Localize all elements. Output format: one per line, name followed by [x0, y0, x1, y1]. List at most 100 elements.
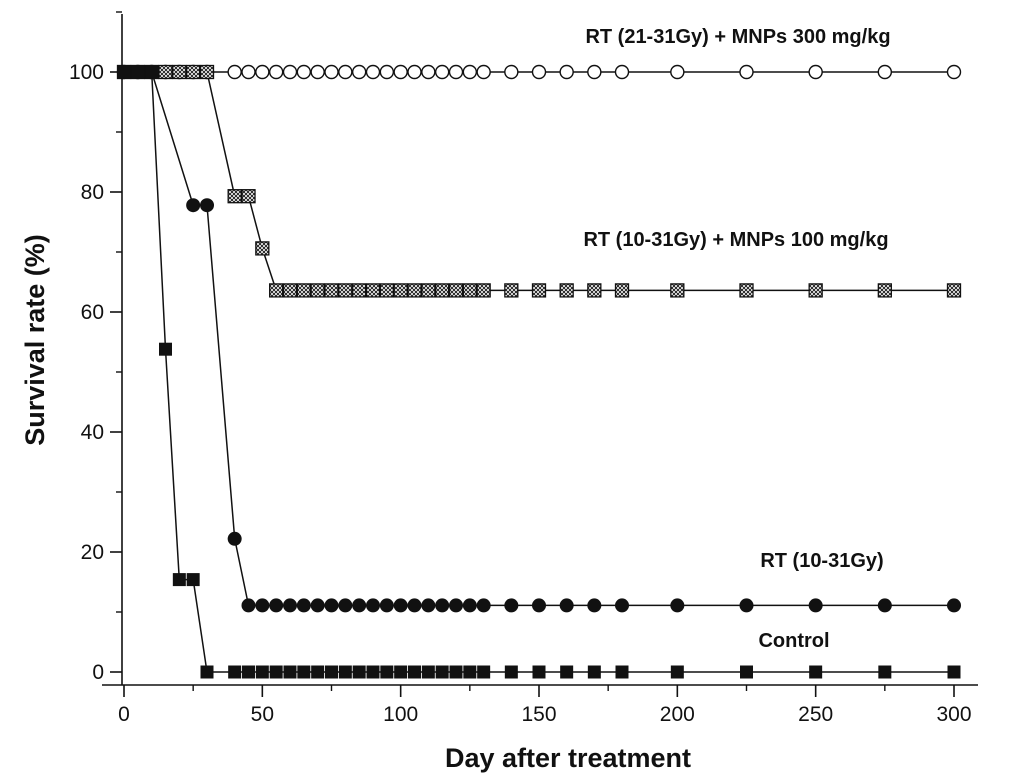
hatched-square-marker — [504, 283, 519, 298]
filled-circle-marker — [947, 598, 961, 613]
filled-square-marker — [145, 65, 159, 79]
filled-square-marker — [200, 665, 214, 679]
filled-square-marker — [408, 665, 421, 679]
filled-circle-marker — [393, 598, 408, 613]
filled-square-marker — [352, 665, 366, 679]
filled-circle-marker — [532, 598, 546, 613]
hatched-square-marker — [448, 283, 464, 298]
filled-circle-marker — [421, 598, 436, 613]
filled-circle-marker — [200, 198, 214, 213]
y-tick-label: 100 — [69, 61, 104, 84]
open-circle-marker — [531, 64, 547, 80]
open-circle-marker — [407, 64, 422, 80]
hatched-square-marker — [338, 283, 353, 298]
filled-square-marker — [131, 65, 145, 79]
filled-circle-marker — [739, 598, 754, 613]
filled-circle-marker — [227, 531, 242, 546]
open-circle-marker — [587, 64, 602, 80]
x-axis-title: Day after treatment — [445, 743, 691, 773]
hatched-square-marker — [435, 283, 450, 298]
filled-circle-marker — [352, 598, 367, 613]
filled-square-marker — [532, 665, 546, 679]
y-tick-label: 60 — [81, 301, 104, 324]
axes: 0 20 40 60 80 100 0 50 100 150 200 250 300 — [69, 11, 978, 726]
filled-square-marker — [228, 665, 242, 679]
filled-square-marker — [504, 665, 518, 679]
filled-square-marker — [740, 665, 753, 679]
series-line-4 — [124, 71, 954, 673]
x-tick-label: 50 — [251, 703, 274, 726]
filled-circle-marker — [310, 598, 325, 613]
x-tick-label: 200 — [660, 703, 695, 726]
filled-square-marker — [947, 665, 961, 679]
series-labels: RT (21-31Gy) + MNPs 300 mg/kg RT (10-31Gy… — [583, 26, 890, 652]
series-line-2 — [124, 71, 954, 292]
series-lines — [124, 71, 954, 673]
x-tick-label: 100 — [383, 703, 418, 726]
open-circle-marker — [241, 64, 256, 80]
series-label-2: RT (10-31Gy) + MNPs 100 mg/kg — [583, 229, 888, 251]
open-circle-marker — [365, 64, 381, 80]
open-circle-marker — [338, 64, 353, 80]
filled-circle-marker — [296, 598, 311, 613]
filled-circle-marker — [269, 598, 284, 613]
hatched-square-marker — [227, 189, 242, 204]
open-circle-marker — [946, 64, 962, 80]
hatched-square-marker — [296, 283, 311, 298]
hatched-square-marker — [587, 283, 602, 298]
open-circle-marker — [351, 64, 367, 80]
filled-square-marker — [477, 665, 491, 679]
hatched-square-marker — [324, 283, 339, 298]
filled-circle-marker — [338, 598, 353, 613]
hatched-square-marker — [946, 283, 962, 298]
open-circle-marker — [296, 64, 312, 80]
hatched-square-marker — [670, 283, 685, 298]
series-markers — [116, 64, 962, 679]
x-tick-label: 250 — [798, 703, 833, 726]
open-circle-marker — [379, 64, 395, 80]
hatched-square-marker — [282, 283, 298, 298]
hatched-square-marker — [158, 64, 173, 80]
open-circle-marker — [421, 64, 436, 80]
hatched-square-marker — [877, 283, 892, 298]
filled-square-marker — [269, 665, 283, 679]
filled-square-marker — [297, 665, 311, 679]
filled-circle-marker — [587, 598, 602, 613]
hatched-square-marker — [365, 283, 381, 298]
open-circle-marker — [504, 64, 519, 80]
x-tick-label: 0 — [118, 703, 130, 726]
series-line-3 — [124, 71, 954, 607]
filled-circle-marker — [476, 598, 491, 613]
open-circle-marker — [559, 64, 574, 80]
filled-circle-marker — [615, 598, 629, 613]
filled-square-marker — [878, 665, 892, 679]
open-circle-marker — [476, 64, 491, 80]
filled-square-marker — [560, 665, 574, 679]
hatched-square-marker — [614, 283, 630, 298]
filled-circle-marker — [366, 598, 380, 613]
y-tick-label: 0 — [92, 661, 104, 684]
hatched-square-marker — [462, 283, 477, 298]
filled-square-marker — [809, 665, 823, 679]
filled-circle-marker — [241, 598, 256, 613]
series-label-1: RT (21-31Gy) + MNPs 300 mg/kg — [585, 26, 890, 48]
open-circle-marker — [614, 64, 630, 80]
filled-circle-marker — [324, 598, 339, 613]
filled-square-marker — [117, 65, 131, 79]
hatched-square-marker — [379, 283, 394, 298]
filled-square-marker — [421, 665, 435, 679]
hatched-square-marker — [808, 283, 823, 298]
filled-square-marker — [172, 573, 186, 587]
filled-square-marker — [325, 665, 338, 679]
hatched-square-marker — [739, 283, 754, 298]
hatched-square-marker — [241, 189, 256, 204]
filled-circle-marker — [877, 598, 892, 613]
filled-circle-marker — [255, 598, 270, 613]
y-tick-label: 80 — [81, 181, 104, 204]
filled-circle-marker — [407, 598, 422, 613]
y-tick-label: 40 — [81, 421, 104, 444]
open-circle-marker — [808, 64, 823, 80]
filled-circle-marker — [504, 598, 519, 613]
hatched-square-marker — [172, 64, 187, 80]
